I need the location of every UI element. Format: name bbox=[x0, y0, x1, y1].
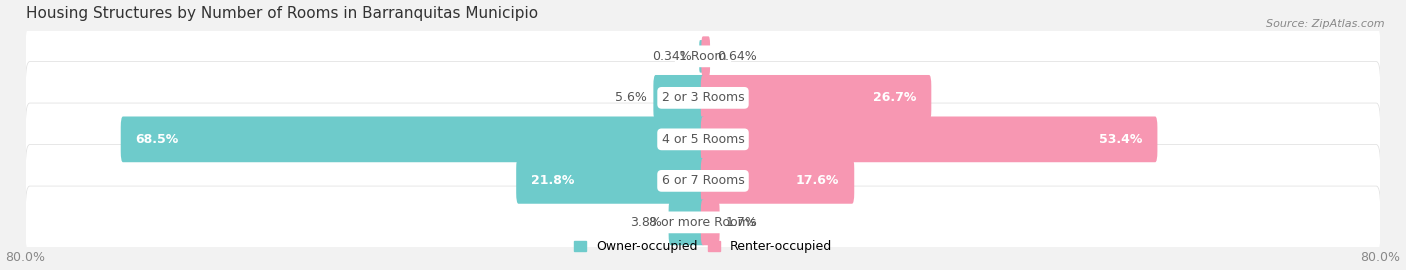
Text: 6 or 7 Rooms: 6 or 7 Rooms bbox=[662, 174, 744, 187]
FancyBboxPatch shape bbox=[25, 186, 1381, 259]
Text: 1 Room: 1 Room bbox=[679, 50, 727, 63]
FancyBboxPatch shape bbox=[25, 20, 1381, 93]
Text: 26.7%: 26.7% bbox=[873, 91, 917, 104]
Text: 21.8%: 21.8% bbox=[531, 174, 575, 187]
Text: 68.5%: 68.5% bbox=[135, 133, 179, 146]
FancyBboxPatch shape bbox=[700, 116, 1157, 162]
Text: 5.6%: 5.6% bbox=[616, 91, 647, 104]
FancyBboxPatch shape bbox=[25, 62, 1381, 134]
FancyBboxPatch shape bbox=[702, 36, 710, 76]
FancyBboxPatch shape bbox=[700, 200, 720, 245]
FancyBboxPatch shape bbox=[25, 144, 1381, 217]
FancyBboxPatch shape bbox=[516, 158, 706, 204]
Text: 0.34%: 0.34% bbox=[652, 50, 692, 63]
FancyBboxPatch shape bbox=[654, 75, 706, 121]
FancyBboxPatch shape bbox=[699, 40, 704, 73]
Legend: Owner-occupied, Renter-occupied: Owner-occupied, Renter-occupied bbox=[568, 235, 838, 258]
Text: 4 or 5 Rooms: 4 or 5 Rooms bbox=[662, 133, 744, 146]
Text: Housing Structures by Number of Rooms in Barranquitas Municipio: Housing Structures by Number of Rooms in… bbox=[25, 6, 537, 21]
FancyBboxPatch shape bbox=[669, 200, 706, 245]
FancyBboxPatch shape bbox=[700, 158, 855, 204]
Text: 17.6%: 17.6% bbox=[796, 174, 839, 187]
Text: 8 or more Rooms: 8 or more Rooms bbox=[650, 216, 756, 229]
Text: Source: ZipAtlas.com: Source: ZipAtlas.com bbox=[1267, 19, 1385, 29]
Text: 1.7%: 1.7% bbox=[725, 216, 758, 229]
FancyBboxPatch shape bbox=[700, 75, 931, 121]
Text: 53.4%: 53.4% bbox=[1099, 133, 1143, 146]
Text: 2 or 3 Rooms: 2 or 3 Rooms bbox=[662, 91, 744, 104]
Text: 0.64%: 0.64% bbox=[717, 50, 756, 63]
FancyBboxPatch shape bbox=[121, 116, 706, 162]
Text: 3.8%: 3.8% bbox=[630, 216, 662, 229]
FancyBboxPatch shape bbox=[25, 103, 1381, 176]
